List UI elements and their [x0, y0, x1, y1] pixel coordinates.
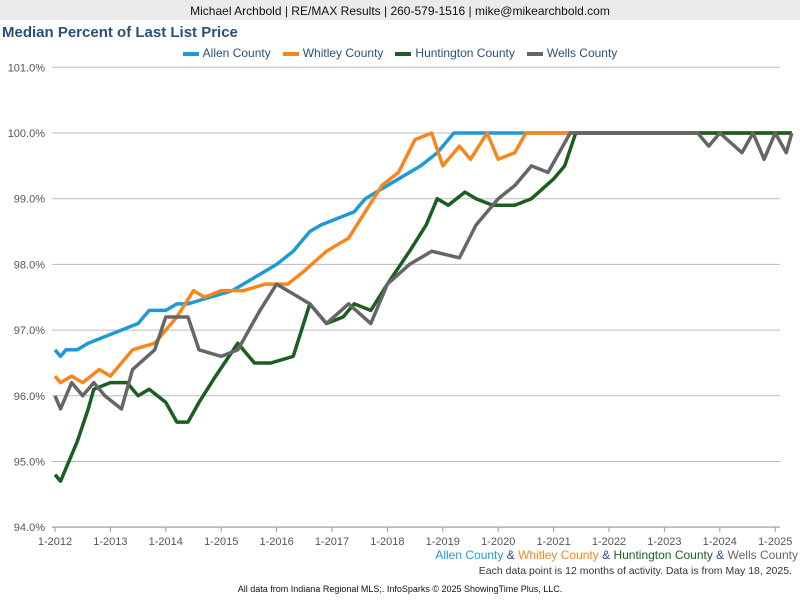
legend-swatch — [526, 51, 543, 56]
y-tick-label: 101.0% — [8, 62, 46, 74]
footer: All data from Indiana Regional MLS;. Inf… — [237, 584, 563, 594]
series-line-wells-county — [53, 131, 794, 411]
x-tick-label: 1-2019 — [426, 536, 460, 548]
x-tick-label: 1-2016 — [259, 536, 293, 548]
x-tick-label: 1-2014 — [149, 536, 183, 548]
legend: Allen County Whitley County Huntington Cou… — [0, 46, 800, 60]
data-note: Each data point is 12 months of activity… — [478, 565, 792, 577]
bottom-legend-label: Allen County — [435, 548, 504, 562]
legend-item[interactable]: Whitley County — [282, 46, 384, 60]
x-tick-label: 1-2020 — [481, 536, 515, 548]
y-tick-label: 95.0% — [14, 457, 45, 469]
series-line-allen-county — [53, 131, 792, 359]
x-tick-label: 1-2017 — [315, 536, 349, 548]
legend-label: Wells County — [546, 46, 618, 60]
series-line-huntington-county — [53, 131, 792, 483]
contact-header: Michael Archbold | RE/MAX Results | 260-… — [0, 0, 800, 20]
bottom-legend: Allen County & Whitley County & Huntingt… — [435, 548, 798, 562]
legend-swatch — [395, 51, 412, 56]
legend-swatch — [282, 51, 299, 56]
legend-label: Huntington County — [415, 46, 515, 60]
legend-swatch — [182, 51, 199, 56]
y-tick-label: 99.0% — [14, 194, 45, 206]
x-tick-label: 1-2012 — [38, 536, 72, 548]
x-tick-label: 1-2023 — [647, 536, 681, 548]
x-tick-label: 1-2025 — [758, 536, 792, 548]
chart-title: Median Percent of Last List Price — [2, 24, 238, 41]
x-tick-label: 1-2021 — [536, 536, 570, 548]
x-tick-label: 1-2024 — [703, 536, 737, 548]
legend-label: Whitley County — [302, 46, 384, 60]
separator: & — [503, 548, 519, 562]
y-tick-label: 98.0% — [14, 259, 45, 271]
series-line-whitley-county — [53, 131, 792, 385]
legend-item[interactable]: Allen County — [182, 46, 271, 60]
x-tick-label: 1-2018 — [370, 536, 404, 548]
y-tick-label: 100.0% — [8, 128, 46, 140]
legend-label: Allen County — [202, 46, 271, 60]
bottom-legend-label: Whitley County — [518, 548, 599, 562]
y-tick-label: 97.0% — [14, 325, 45, 337]
legend-item[interactable]: Huntington County — [395, 46, 515, 60]
x-tick-label: 1-2013 — [93, 536, 127, 548]
y-tick-label: 96.0% — [14, 391, 45, 403]
x-tick-label: 1-2022 — [592, 536, 626, 548]
separator: & — [598, 548, 614, 562]
bottom-legend-label: Huntington County — [613, 548, 713, 562]
legend-item[interactable]: Wells County — [526, 46, 618, 60]
bottom-legend-label: Wells County — [727, 548, 798, 562]
x-tick-label: 1-2015 — [204, 536, 238, 548]
separator: & — [712, 548, 728, 562]
y-tick-label: 94.0% — [14, 522, 45, 534]
